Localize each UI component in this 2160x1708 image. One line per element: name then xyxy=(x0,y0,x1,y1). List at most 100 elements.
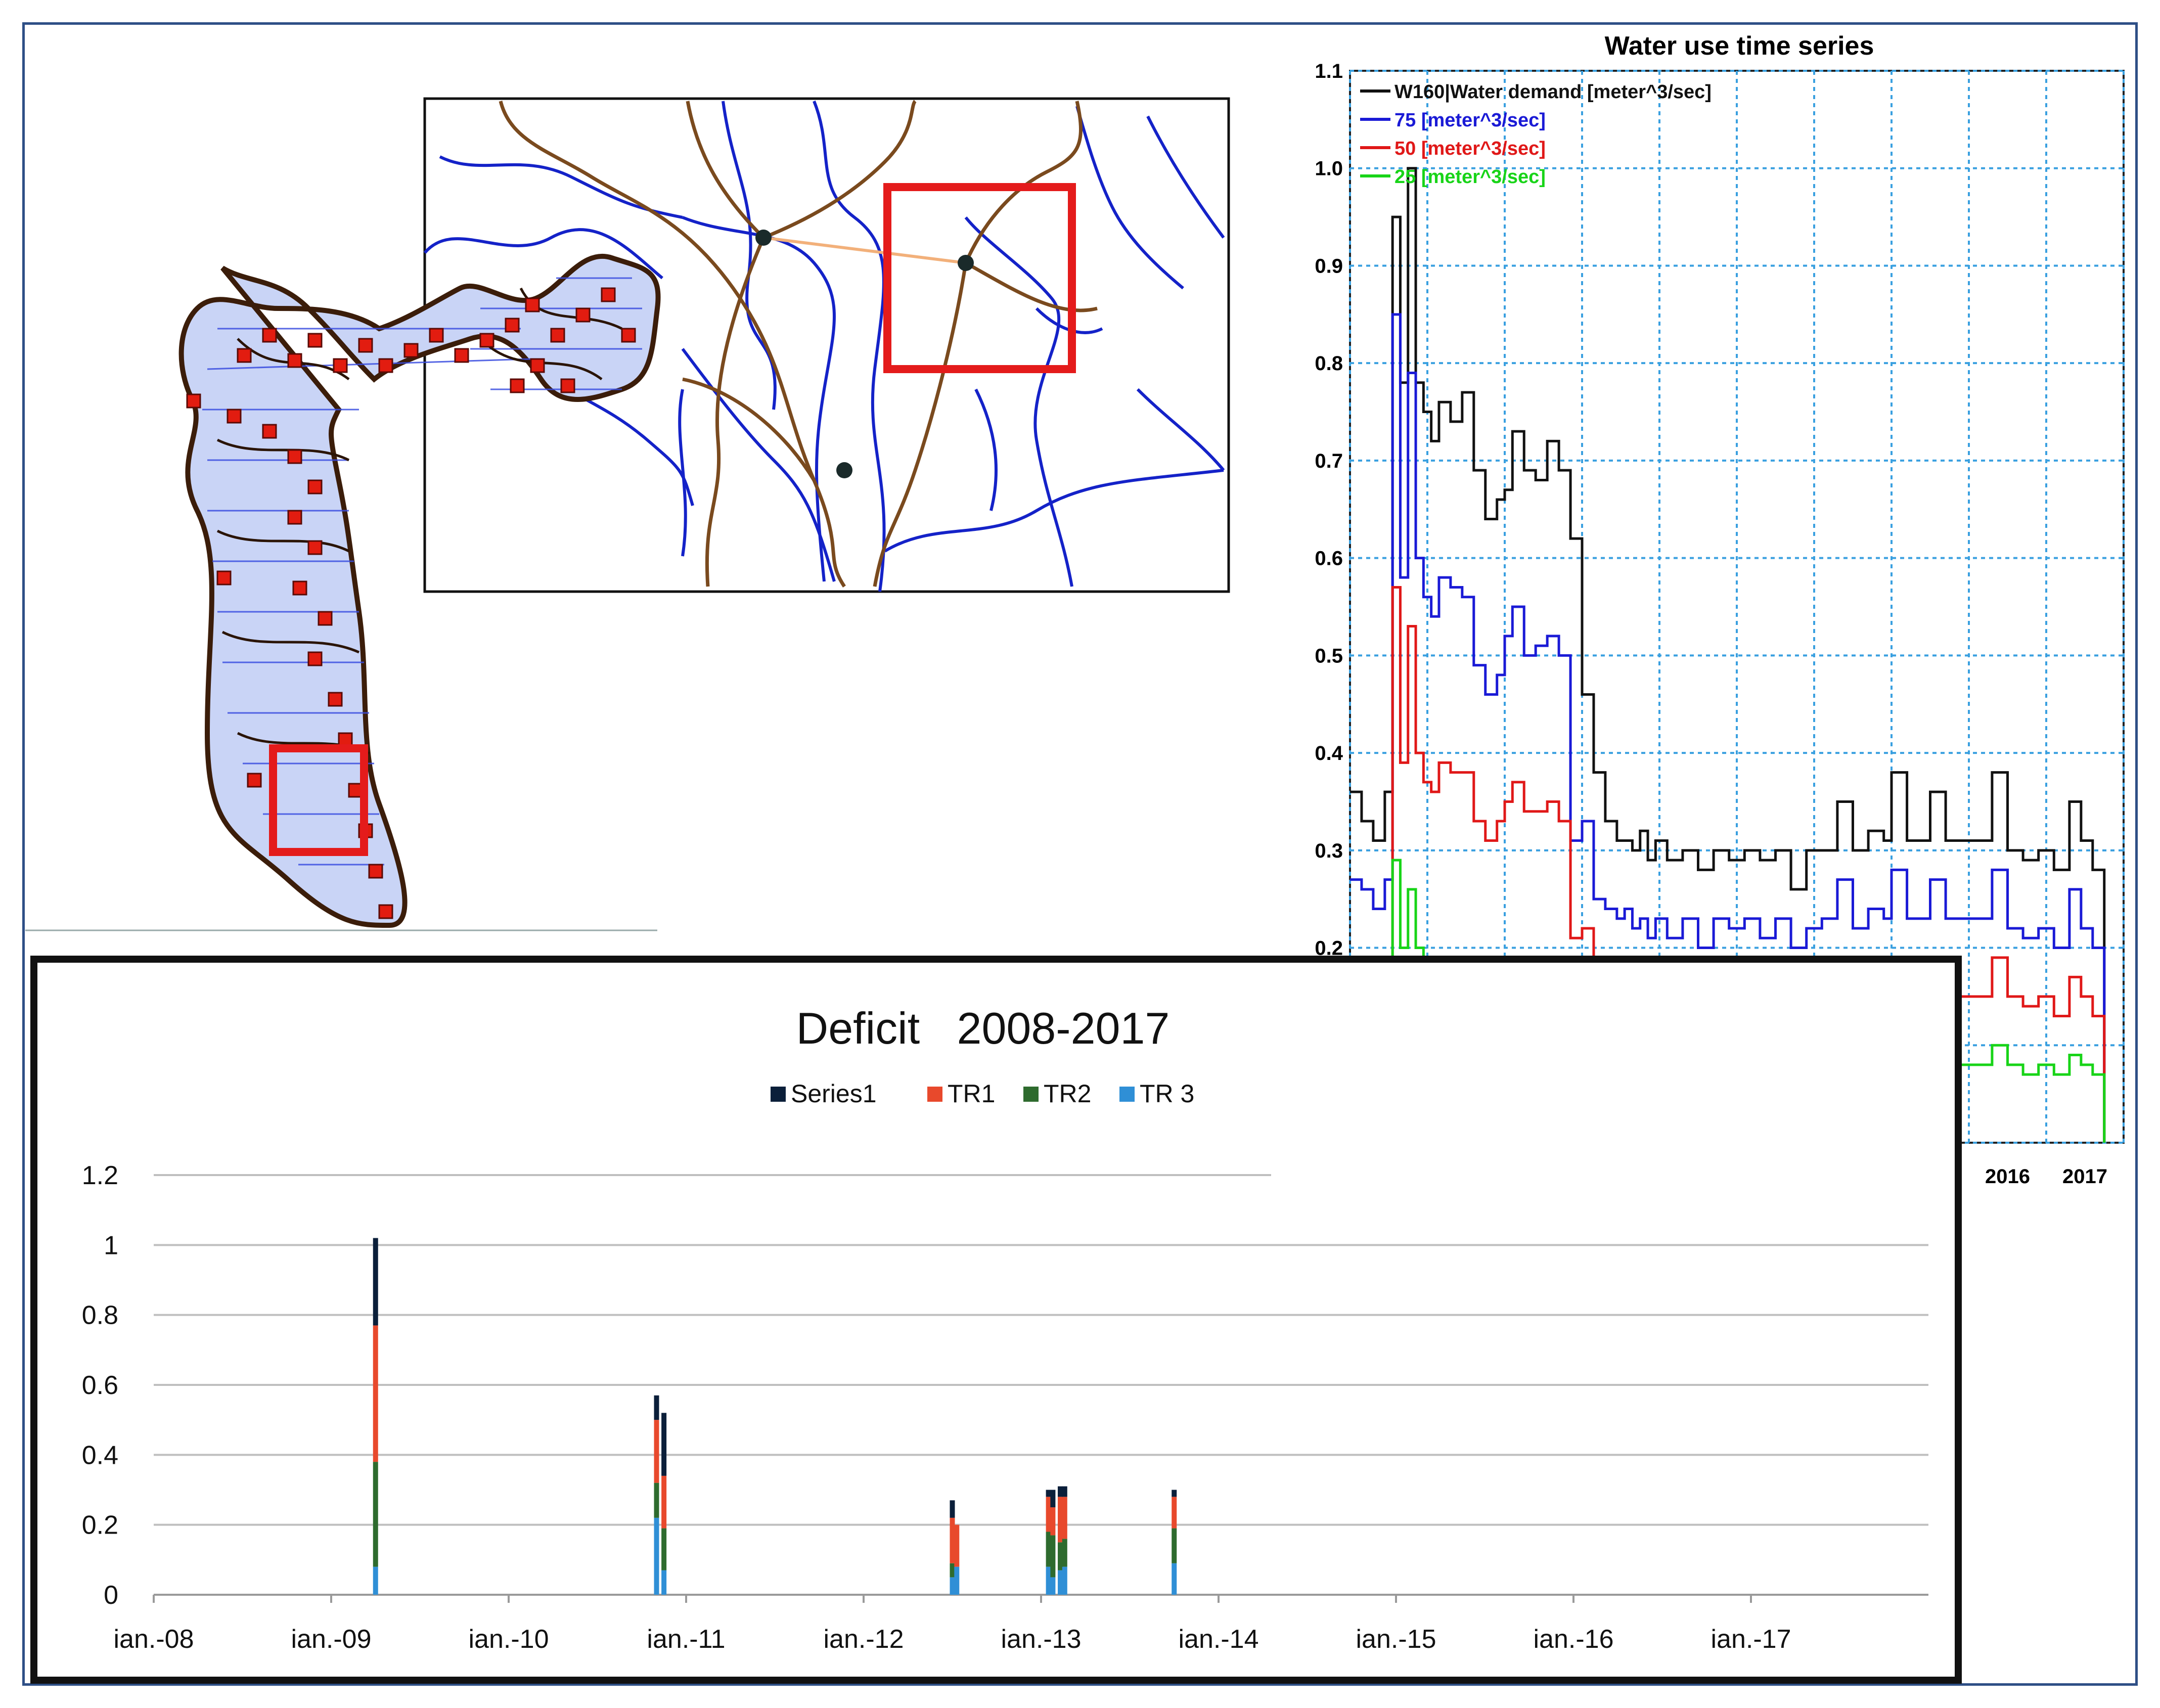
bar-segment xyxy=(954,1566,960,1595)
x-tick-label: ian.-14 xyxy=(1179,1625,1259,1654)
y-tick-label: 0 xyxy=(104,1581,118,1610)
y-tick-label: 0.7 xyxy=(1315,450,1343,472)
x-tick-label: ian.-12 xyxy=(824,1625,904,1654)
bar-segment xyxy=(1046,1532,1051,1567)
bar-segment xyxy=(654,1517,659,1595)
bar-segment xyxy=(1050,1535,1056,1578)
bar-segment xyxy=(661,1570,667,1595)
legend-label: W160|Water demand [meter^3/sec] xyxy=(1394,81,1712,103)
basin-overview xyxy=(25,253,661,931)
bar-segment xyxy=(954,1524,960,1567)
map-area xyxy=(25,25,1264,935)
inset-node xyxy=(958,255,974,271)
legend-label: Series1 xyxy=(791,1080,877,1108)
x-tick-label: ian.-17 xyxy=(1711,1625,1791,1654)
legend-swatch xyxy=(771,1087,786,1102)
legend-label: TR 3 xyxy=(1140,1080,1194,1108)
x-tick-label: ian.-10 xyxy=(469,1625,549,1654)
bar-segment xyxy=(1046,1497,1051,1532)
bar-segment xyxy=(1172,1490,1177,1497)
y-tick-label: 1.2 xyxy=(82,1161,118,1190)
bar-segment xyxy=(1050,1490,1056,1508)
bar-segment xyxy=(661,1475,667,1529)
bar-segment xyxy=(1058,1486,1063,1497)
y-tick-label: 0.8 xyxy=(82,1301,118,1330)
legend-label: TR1 xyxy=(948,1080,995,1108)
bar-segment xyxy=(1058,1497,1063,1543)
x-tick-label: ian.-15 xyxy=(1356,1625,1436,1654)
bar-segment xyxy=(1050,1507,1056,1536)
chart-title: Deficit 2008-2017 xyxy=(796,1003,1170,1053)
bar-segment xyxy=(1046,1490,1051,1497)
map-svg xyxy=(25,97,1230,931)
bar-segment xyxy=(1062,1497,1067,1539)
x-tick-label: ian.-08 xyxy=(114,1625,194,1654)
y-tick-label: 0.2 xyxy=(82,1511,118,1540)
legend-swatch xyxy=(1119,1087,1135,1102)
bar-segment xyxy=(950,1577,955,1595)
y-tick-label: 0.5 xyxy=(1315,645,1343,667)
bar-segment xyxy=(950,1517,955,1563)
deficit-panel: Deficit 2008-2017 Series1 TR1 TR2 TR 3 0 0.2… xyxy=(30,956,1962,1684)
bar-segment xyxy=(1062,1566,1067,1595)
y-tick-label: 0.6 xyxy=(1315,548,1343,570)
deficit-chart: Deficit 2008-2017 Series1 TR1 TR2 TR 3 0 0.2… xyxy=(82,1003,1928,1654)
bar-segment xyxy=(1058,1542,1063,1570)
bar-segment xyxy=(654,1395,659,1420)
chart-title: Water use time series xyxy=(1605,31,1874,61)
legend-label: 50 [meter^3/sec] xyxy=(1394,138,1546,159)
legend-swatch xyxy=(927,1087,942,1102)
legend-label: 75 [meter^3/sec] xyxy=(1394,110,1546,131)
legend: Series1 TR1 TR2 TR 3 xyxy=(771,1080,1194,1108)
bar-segment xyxy=(1062,1539,1067,1567)
bar-segment xyxy=(654,1482,659,1518)
series-line xyxy=(1350,313,2106,1143)
inset-node xyxy=(836,462,852,478)
y-tick-label: 1 xyxy=(104,1231,118,1260)
bar-segment xyxy=(373,1462,378,1567)
bar-segment xyxy=(654,1420,659,1483)
y-tick-label: 0.4 xyxy=(82,1441,118,1470)
bar-segment xyxy=(1046,1566,1051,1595)
figure-frame xyxy=(22,22,2138,1686)
bar-segment xyxy=(1172,1563,1177,1595)
bars xyxy=(373,1238,1177,1595)
basin-highlight-box xyxy=(269,744,368,856)
legend-label: 25 [meter^3/sec] xyxy=(1394,166,1546,188)
series-line xyxy=(1350,167,2106,1143)
bar-segment xyxy=(950,1563,955,1578)
y-tick-label: 1.1 xyxy=(1315,60,1343,82)
y-tick-label: 0.8 xyxy=(1315,352,1343,375)
bar-segment xyxy=(661,1413,667,1476)
x-tick-label: 2017 xyxy=(2062,1165,2107,1188)
grid xyxy=(154,1174,1928,1596)
inset-node xyxy=(755,230,772,246)
bar-segment xyxy=(1058,1570,1063,1595)
bar-segment xyxy=(373,1325,378,1462)
bar-segment xyxy=(373,1238,378,1326)
basin-nodes xyxy=(186,287,636,919)
basin-streams xyxy=(202,277,642,866)
x-tick-label: ian.-13 xyxy=(1001,1625,1082,1654)
x-tick-label: 2016 xyxy=(1985,1165,2030,1188)
y-tick-label: 0.4 xyxy=(1315,742,1343,765)
inset-link xyxy=(763,236,966,264)
bar-segment xyxy=(373,1566,378,1595)
y-tick-label: 0.9 xyxy=(1315,255,1343,277)
bar-segment xyxy=(1172,1528,1177,1563)
x-tick-label: ian.-16 xyxy=(1534,1625,1614,1654)
bar-segment xyxy=(1050,1577,1056,1595)
y-tick-label: 0.3 xyxy=(1315,840,1343,862)
bar-segment xyxy=(1062,1486,1067,1497)
axes: 0 0.2 0.4 0.6 0.8 1 1.2 ian.-08 ian.-09 ian.-10 ia… xyxy=(82,1161,1928,1654)
bar-segment xyxy=(1172,1497,1177,1529)
bar-segment xyxy=(661,1528,667,1570)
legend-swatch xyxy=(1023,1087,1039,1102)
inset-boundaries xyxy=(499,100,1098,588)
legend-label: TR2 xyxy=(1044,1080,1091,1108)
legend: W160|Water demand [meter^3/sec] 75 [meter… xyxy=(1360,81,1712,188)
x-tick-label: ian.-09 xyxy=(291,1625,372,1654)
y-tick-label: 1.0 xyxy=(1315,158,1343,180)
bar-segment xyxy=(950,1500,955,1518)
inset-highlight-box xyxy=(883,183,1076,373)
